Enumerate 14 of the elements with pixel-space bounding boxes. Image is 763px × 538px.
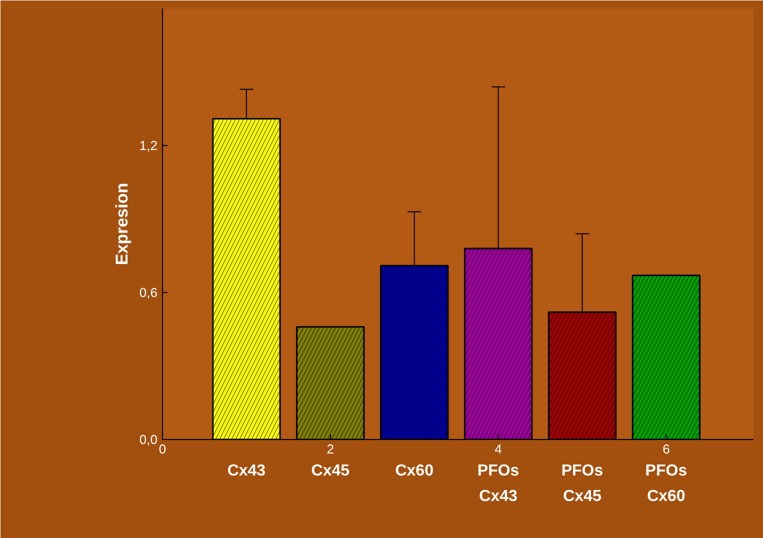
y-tick-label: 0,6 [139, 285, 158, 300]
x-tick-label: 4 [494, 442, 502, 456]
x-tick-label: 6 [662, 442, 670, 456]
y-axis-title: Expresion [112, 182, 132, 266]
y-tick-label: 0,0 [139, 432, 158, 447]
y-tick-label: 1,2 [139, 138, 158, 154]
text: Cx43 [227, 462, 266, 480]
x-tick-label: 0 [158, 442, 166, 456]
text: Cx60 [395, 462, 434, 480]
text: PFOs Cx60 [645, 462, 688, 505]
text: PFOs Cx45 [561, 462, 604, 505]
text: PFOs Cx43 [477, 462, 520, 505]
x-tick-label: 2 [326, 442, 334, 456]
text: Cx45 [311, 462, 350, 480]
